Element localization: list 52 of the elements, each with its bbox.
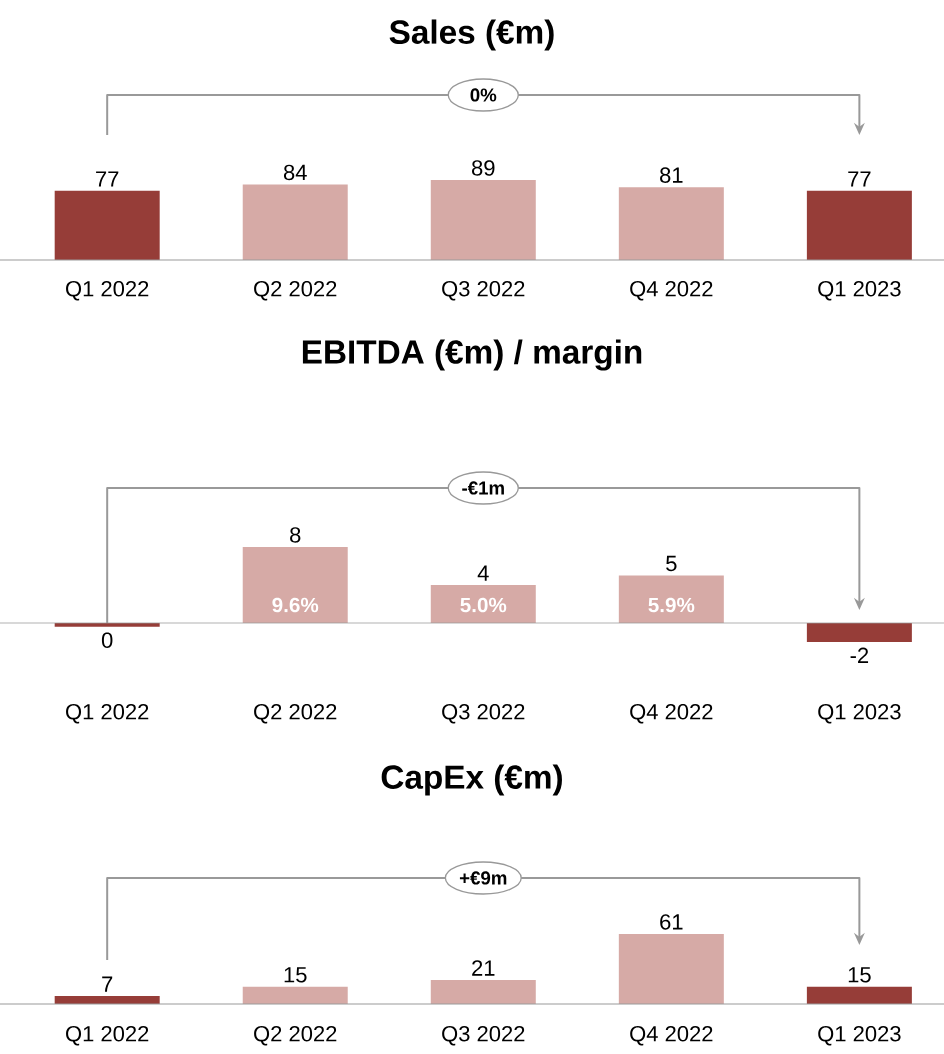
data-label: 8 [290, 527, 301, 543]
text: -€1m [462, 481, 504, 495]
data-label: 61 [660, 914, 683, 930]
bar [806, 190, 912, 260]
annotation: 5.0% [460, 597, 507, 613]
bar [242, 986, 348, 1004]
text: 0% [470, 88, 497, 102]
x-tick-label: Q3 2022 [442, 1025, 525, 1046]
annotation: 5.9% [648, 597, 695, 613]
x-tick-label: Q1 2023 [818, 280, 901, 301]
data-label: 5 [666, 555, 677, 572]
bar [430, 979, 536, 1004]
bar [806, 623, 912, 642]
x-tick-label: Q2 2022 [254, 280, 337, 301]
x-tick-label: Q1 2023 [818, 1025, 901, 1046]
x-tick-label: Q3 2022 [442, 703, 525, 724]
bar [430, 585, 536, 623]
data-label: 4 [477, 565, 489, 581]
data-label: 15 [848, 967, 871, 983]
bar [242, 546, 348, 623]
data-label: 77 [96, 171, 119, 187]
x-tick-label: Q1 2023 [818, 703, 901, 724]
chart-title: Sales (€m) [389, 19, 554, 51]
data-label: 15 [284, 967, 307, 983]
x-tick-label: Q1 2022 [66, 703, 149, 724]
data-label: 21 [472, 960, 495, 976]
x-tick-label: Q4 2022 [630, 703, 713, 724]
annotation: 9.6% [272, 597, 319, 613]
bar [242, 184, 348, 260]
data-label: 84 [283, 164, 307, 181]
text: +€9m [459, 871, 507, 885]
data-label: 0 [101, 632, 113, 648]
bar [806, 986, 912, 1004]
bar [618, 187, 724, 260]
bar [618, 575, 724, 623]
x-tick-label: Q4 2022 [630, 280, 713, 301]
x-tick-label: Q3 2022 [442, 280, 525, 301]
x-tick-label: Q1 2022 [66, 1025, 149, 1046]
bar [430, 180, 536, 260]
data-label: 7 [102, 976, 113, 992]
chart-title: EBITDA (€m) / margin [302, 339, 642, 371]
x-tick-label: Q1 2022 [66, 280, 149, 301]
data-label: 89 [472, 160, 495, 176]
data-label: -2 [850, 647, 869, 663]
x-tick-label: Q4 2022 [630, 1025, 713, 1046]
data-label: 77 [848, 171, 871, 187]
data-label: 81 [660, 167, 683, 183]
bar [618, 933, 724, 1004]
x-tick-label: Q2 2022 [254, 1025, 337, 1046]
chart-title: CapEx (€m) [381, 764, 562, 796]
x-tick-label: Q2 2022 [254, 703, 337, 724]
bar [54, 190, 160, 260]
